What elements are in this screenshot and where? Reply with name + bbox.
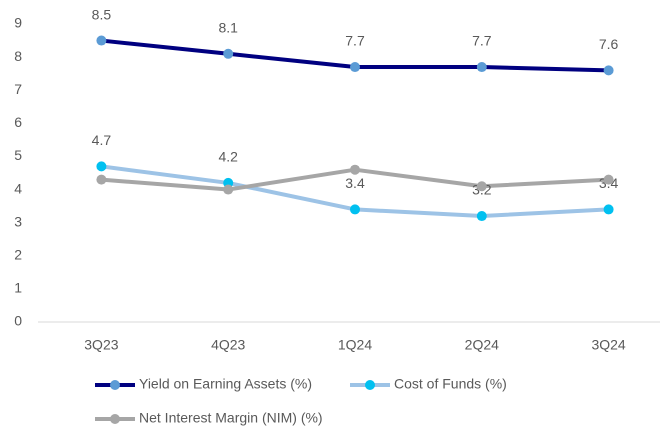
marker <box>96 174 107 185</box>
legend-marker <box>365 380 375 390</box>
marker <box>96 35 107 46</box>
data-label: 7.7 <box>345 33 365 49</box>
marker <box>350 204 360 215</box>
marker <box>476 181 487 192</box>
y-tick-label: 2 <box>14 246 22 262</box>
marker <box>476 62 487 73</box>
y-tick-label: 6 <box>14 114 22 130</box>
marker <box>603 65 614 76</box>
data-label: 4.7 <box>92 132 112 148</box>
legend-marker <box>110 414 120 424</box>
legend-marker <box>110 380 120 390</box>
y-tick-label: 3 <box>14 213 22 229</box>
y-tick-label: 1 <box>14 280 22 296</box>
data-label: 8.1 <box>218 20 238 36</box>
legend-label: Cost of Funds (%) <box>394 376 507 392</box>
marker <box>223 48 234 59</box>
y-tick-label: 0 <box>14 313 22 329</box>
y-tick-label: 9 <box>14 15 22 31</box>
x-tick-label: 4Q23 <box>211 337 245 353</box>
data-label: 4.2 <box>218 149 238 165</box>
marker <box>223 184 234 195</box>
x-tick-label: 1Q24 <box>338 337 372 353</box>
x-tick-label: 2Q24 <box>465 337 499 353</box>
marker <box>96 161 107 172</box>
data-label: 8.5 <box>92 6 112 22</box>
marker <box>603 204 614 215</box>
data-label: 7.6 <box>599 36 619 52</box>
legend-label: Yield on Earning Assets (%) <box>139 376 312 392</box>
y-tick-label: 5 <box>14 147 22 163</box>
data-label: 3.4 <box>345 175 365 191</box>
y-tick-label: 7 <box>14 81 22 97</box>
legend-label: Net Interest Margin (NIM) (%) <box>139 410 323 426</box>
data-label: 7.7 <box>472 33 492 49</box>
y-tick-label: 8 <box>14 48 22 64</box>
marker <box>350 62 360 73</box>
marker <box>476 211 487 222</box>
marker <box>350 164 360 175</box>
y-tick-label: 4 <box>14 180 22 196</box>
marker <box>603 174 614 185</box>
x-tick-label: 3Q23 <box>84 337 118 353</box>
x-tick-label: 3Q24 <box>591 337 625 353</box>
